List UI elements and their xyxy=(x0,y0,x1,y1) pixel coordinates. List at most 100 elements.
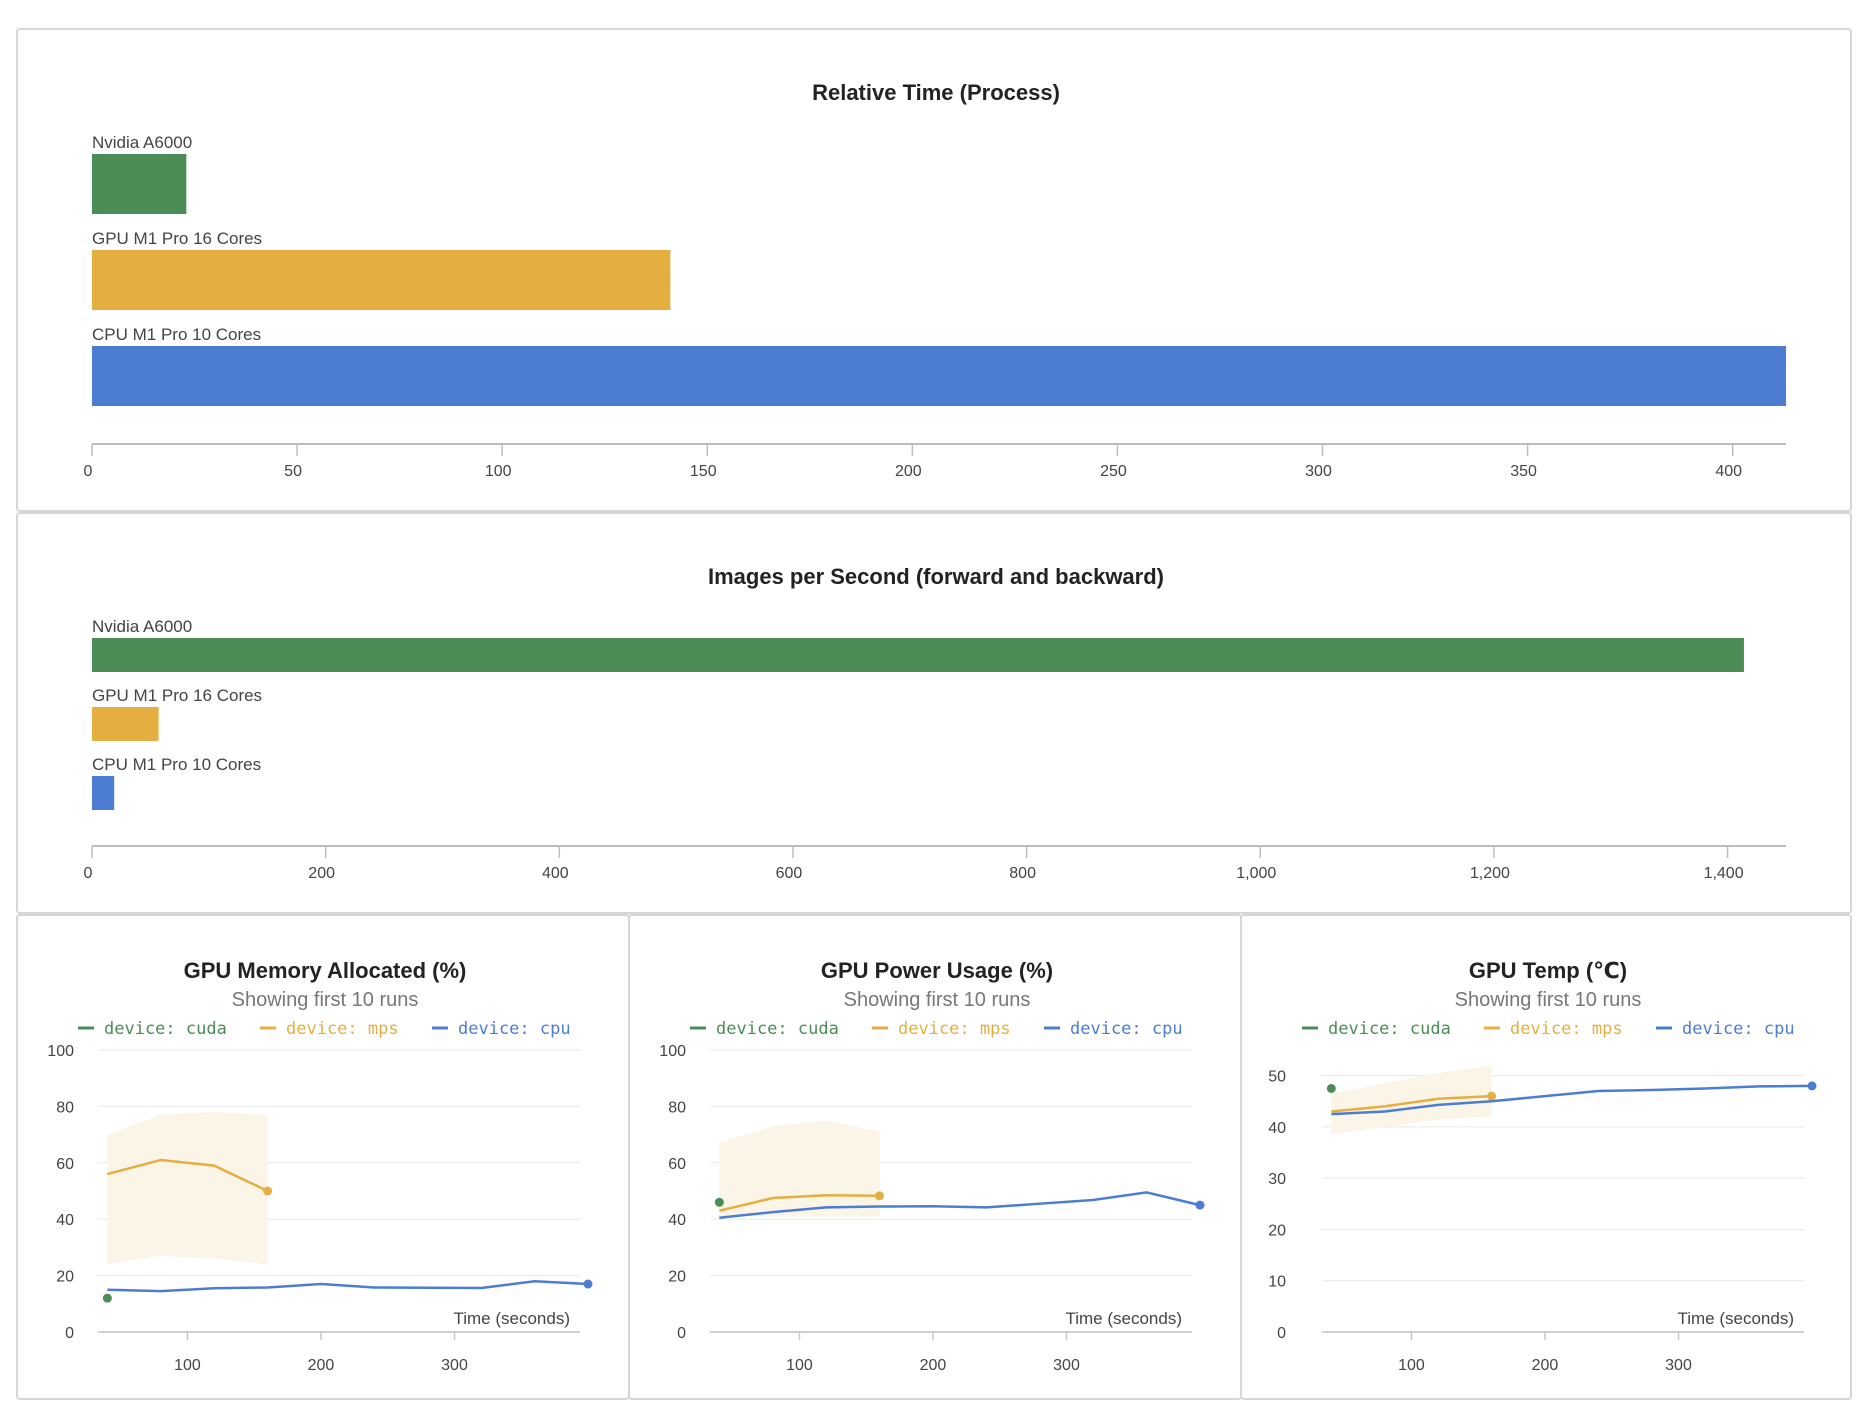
gpu-power-subtitle: Showing first 10 runs xyxy=(844,989,1031,1011)
y-tick-label: 20 xyxy=(668,1269,686,1286)
x-tick-label: 100 xyxy=(174,1357,201,1374)
y-tick-label: 20 xyxy=(1268,1222,1286,1239)
gpu-power-title: GPU Power Usage (%) xyxy=(821,958,1053,983)
y-tick-label: 0 xyxy=(1277,1325,1286,1342)
bar xyxy=(92,776,115,810)
relative-time-panel: Relative Time (Process) Nvidia A6000 GPU … xyxy=(16,28,1852,512)
x-tick-label: 150 xyxy=(690,463,717,480)
series-end-point xyxy=(714,1197,724,1207)
series-end-point xyxy=(583,1279,593,1289)
series-line xyxy=(1331,1094,1492,1113)
bar xyxy=(92,707,159,741)
x-tick-label: 300 xyxy=(1665,1357,1692,1374)
x-axis-label: Time (seconds) xyxy=(1065,1309,1182,1328)
y-tick-label: 80 xyxy=(56,1099,74,1116)
x-tick-label: 0 xyxy=(84,463,93,480)
x-tick-label: 200 xyxy=(1532,1357,1559,1374)
bar-label: Nvidia A6000 xyxy=(92,133,192,152)
bar-label: GPU M1 Pro 16 Cores xyxy=(92,686,262,705)
images-per-second-chart: Images per Second (forward and backward)… xyxy=(84,564,1786,882)
y-tick-label: 40 xyxy=(1268,1120,1286,1137)
gpu-temp-chart: GPU Temp (℃) Showing first 10 runs devic… xyxy=(1268,958,1817,1374)
x-tick-label: 300 xyxy=(1305,463,1332,480)
series-line xyxy=(719,1193,880,1212)
relative-time-chart: Relative Time (Process) Nvidia A6000 GPU … xyxy=(84,80,1786,480)
y-tick-label: 30 xyxy=(1268,1171,1286,1188)
x-tick-label: 200 xyxy=(308,1357,335,1374)
relative-time-title: Relative Time (Process) xyxy=(812,80,1060,105)
legend-entry: device: cpu xyxy=(458,1019,571,1039)
series-line xyxy=(1331,1084,1813,1116)
series-end-point xyxy=(1807,1081,1817,1091)
x-tick-label: 100 xyxy=(485,463,512,480)
bar xyxy=(92,638,1744,672)
y-tick-label: 40 xyxy=(56,1212,74,1229)
legend-entry: device: mps xyxy=(286,1019,399,1039)
gpu-memory-subtitle: Showing first 10 runs xyxy=(232,989,419,1011)
x-tick-label: 300 xyxy=(441,1357,468,1374)
x-tick-label: 1,400 xyxy=(1704,865,1744,882)
x-tick-label: 400 xyxy=(1715,463,1742,480)
x-axis-label: Time (seconds) xyxy=(1677,1309,1794,1328)
gpu-temp-panel: GPU Temp (℃) Showing first 10 runs devic… xyxy=(1240,914,1852,1400)
x-tick-label: 50 xyxy=(284,463,302,480)
x-tick-label: 300 xyxy=(1053,1357,1080,1374)
legend-entry: device: cpu xyxy=(1682,1019,1795,1039)
series-line xyxy=(107,1279,589,1293)
series-end-point xyxy=(875,1191,885,1201)
series-band xyxy=(107,1112,268,1265)
legend-entry: device: cpu xyxy=(1070,1019,1183,1039)
x-tick-label: 200 xyxy=(895,463,922,480)
gpu-memory-panel: GPU Memory Allocated (%) Showing first 1… xyxy=(16,914,630,1400)
gpu-memory-title: GPU Memory Allocated (%) xyxy=(184,958,467,983)
x-tick-label: 350 xyxy=(1510,463,1537,480)
series-end-point xyxy=(1326,1083,1336,1093)
gpu-memory-chart: GPU Memory Allocated (%) Showing first 1… xyxy=(47,958,593,1374)
x-tick-label: 200 xyxy=(920,1357,947,1374)
y-tick-label: 60 xyxy=(56,1156,74,1173)
x-tick-label: 800 xyxy=(1009,865,1036,882)
series-end-point xyxy=(1487,1091,1497,1101)
legend-entry: device: cuda xyxy=(104,1019,227,1039)
y-tick-label: 0 xyxy=(65,1325,74,1342)
series-band xyxy=(719,1120,880,1217)
gpu-power-panel: GPU Power Usage (%) Showing first 10 run… xyxy=(628,914,1242,1400)
legend-entry: device: mps xyxy=(1510,1019,1623,1039)
bar-label: CPU M1 Pro 10 Cores xyxy=(92,325,261,344)
x-tick-label: 1,000 xyxy=(1236,865,1276,882)
bar xyxy=(92,346,1786,406)
bar-label: GPU M1 Pro 16 Cores xyxy=(92,229,262,248)
x-tick-label: 400 xyxy=(542,865,569,882)
series-end-point xyxy=(1195,1200,1205,1210)
x-axis-label: Time (seconds) xyxy=(453,1309,570,1328)
legend-entry: device: cuda xyxy=(1328,1019,1451,1039)
y-tick-label: 100 xyxy=(659,1043,686,1060)
gpu-temp-subtitle: Showing first 10 runs xyxy=(1455,989,1642,1011)
y-tick-label: 80 xyxy=(668,1099,686,1116)
series-line xyxy=(719,1191,1201,1220)
series-end-point xyxy=(263,1186,273,1196)
y-tick-label: 60 xyxy=(668,1156,686,1173)
y-tick-label: 0 xyxy=(677,1325,686,1342)
x-tick-label: 250 xyxy=(1100,463,1127,480)
x-tick-label: 200 xyxy=(308,865,335,882)
legend-entry: device: mps xyxy=(898,1019,1011,1039)
x-tick-label: 0 xyxy=(84,865,93,882)
legend-entry: device: cuda xyxy=(716,1019,839,1039)
bar-label: CPU M1 Pro 10 Cores xyxy=(92,755,261,774)
series-end-point xyxy=(102,1293,112,1303)
x-tick-label: 1,200 xyxy=(1470,865,1510,882)
images-per-second-title: Images per Second (forward and backward) xyxy=(708,564,1164,589)
bar-label: Nvidia A6000 xyxy=(92,617,192,636)
y-tick-label: 40 xyxy=(668,1212,686,1229)
gpu-power-chart: GPU Power Usage (%) Showing first 10 run… xyxy=(659,958,1205,1374)
images-per-second-panel: Images per Second (forward and backward)… xyxy=(16,512,1852,914)
bar xyxy=(92,250,671,310)
y-tick-label: 20 xyxy=(56,1269,74,1286)
x-tick-label: 600 xyxy=(776,865,803,882)
y-tick-label: 10 xyxy=(1268,1274,1286,1291)
bar xyxy=(92,154,187,214)
series-band xyxy=(1331,1065,1492,1135)
y-tick-label: 50 xyxy=(1268,1069,1286,1086)
gpu-temp-title: GPU Temp (℃) xyxy=(1469,958,1627,983)
